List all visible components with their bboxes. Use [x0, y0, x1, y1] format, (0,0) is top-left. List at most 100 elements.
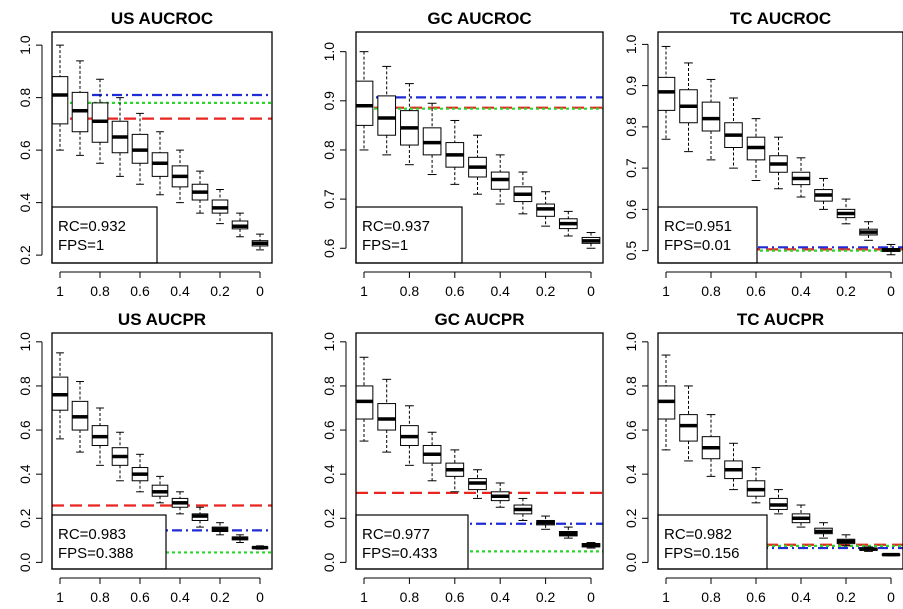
x-tick-label: 0.8 [701, 283, 721, 299]
panel-title: TC AUCPR [737, 310, 824, 329]
fps-value: FPS=0.156 [664, 545, 739, 562]
x-tick-label: 1 [56, 589, 64, 605]
panel-5: GC AUCPR RC=0.977 FPS=0.433 0.0 0.2 0.4 0.6 0.8… [321, 310, 604, 605]
y-tick-label: 0.8 [321, 140, 337, 160]
plot-frame [355, 332, 604, 570]
y-tick-label: 0.2 [17, 245, 33, 265]
x-tick-label: 1 [662, 589, 670, 605]
box-0 [251, 233, 269, 251]
panel-title: GC AUCROC [427, 9, 531, 28]
iqr-box [679, 414, 698, 442]
box-0.5 [151, 475, 169, 504]
y-tick-label: 0.6 [17, 140, 33, 160]
box-0.8 [701, 414, 721, 477]
box-0 [581, 542, 601, 549]
box-1 [356, 356, 374, 442]
y-tick-label: 1.0 [623, 332, 639, 352]
x-tick-label: 0.4 [490, 283, 510, 299]
y-tick-label: 0.6 [623, 420, 639, 440]
box-0.9 [679, 62, 698, 153]
box-0.4 [791, 504, 811, 528]
box-0.5 [468, 134, 487, 195]
x-tick-label: 0 [256, 283, 264, 299]
box-0.6 [445, 449, 465, 493]
box-0.9 [377, 378, 397, 453]
x-tick-label: 0.2 [210, 283, 230, 299]
x-tick-label: 0.2 [210, 589, 230, 605]
box-0.8 [701, 78, 721, 161]
box-0 [881, 243, 901, 256]
y-tick-label: 0.9 [321, 91, 337, 111]
box-1 [658, 45, 676, 140]
box-0 [251, 545, 269, 550]
x-tick-label: 0.4 [490, 589, 510, 605]
x-tick-label: 0.8 [400, 283, 420, 299]
box-0.7 [111, 97, 129, 177]
box-0.6 [746, 118, 766, 181]
x-tick-label: 0.8 [701, 589, 721, 605]
fps-value: FPS=0.388 [58, 545, 133, 562]
box-0.3 [191, 506, 209, 528]
plot-frame [51, 332, 273, 570]
y-tick-label: 0.8 [17, 88, 33, 108]
box-0.2 [836, 198, 856, 225]
box-0.3 [814, 177, 833, 210]
box-0.2 [211, 522, 229, 536]
panel-title: US AUCROC [111, 9, 213, 28]
box-0.9 [71, 60, 89, 156]
x-tick-label: 0.8 [400, 589, 420, 605]
x-tick-label: 0.4 [170, 283, 190, 299]
box-1 [658, 354, 676, 451]
box-0.6 [131, 453, 149, 493]
box-0.3 [814, 522, 833, 539]
iqr-box [52, 76, 69, 125]
y-tick-label: 0.4 [321, 464, 337, 484]
plot-frame [51, 31, 273, 264]
plot-area [52, 44, 272, 251]
rc-value: RC=0.982 [664, 526, 732, 543]
x-tick-label: 0.2 [536, 589, 556, 605]
box-0.6 [131, 112, 149, 185]
x-tick-label: 0.6 [130, 589, 150, 605]
box-1 [52, 352, 69, 440]
y-tick-label: 0.0 [321, 552, 337, 572]
box-0.5 [769, 489, 788, 515]
y-tick-label: 0.2 [321, 508, 337, 528]
y-tick-label: 0.8 [17, 376, 33, 396]
y-tick-label: 1.0 [623, 34, 639, 54]
x-tick-label: 1 [360, 589, 368, 605]
x-tick-label: 0.6 [445, 589, 465, 605]
plot-area [356, 356, 603, 553]
y-tick-label: 0.6 [17, 420, 33, 440]
box-0.1 [231, 534, 249, 544]
y-tick-label: 0.5 [623, 241, 639, 261]
box-0.8 [400, 405, 419, 466]
y-tick-label: 0.6 [321, 238, 337, 258]
box-0.8 [400, 83, 419, 166]
fps-value: FPS=0.01 [664, 237, 731, 254]
box-1 [356, 51, 374, 151]
panel-title: GC AUCPR [434, 310, 524, 329]
box-0.6 [445, 119, 465, 185]
y-tick-label: 0.4 [17, 193, 33, 213]
annotation-box: RC=0.983 FPS=0.388 [51, 514, 167, 570]
panel-3: TC AUCROC RC=0.951 FPS=0.01 0.5 0.6 0.7 0.8 0.9… [623, 9, 903, 299]
box-0.7 [724, 97, 743, 169]
iqr-box [356, 80, 374, 126]
box-0.1 [558, 210, 578, 237]
x-tick-label: 1 [662, 283, 670, 299]
box-0.8 [91, 407, 109, 466]
x-tick-label: 0.2 [836, 589, 856, 605]
box-0 [581, 232, 601, 249]
box-0.2 [836, 534, 856, 547]
annotation-box: RC=0.977 FPS=0.433 [355, 514, 469, 570]
y-tick-label: 0.2 [623, 508, 639, 528]
box-0.8 [91, 78, 109, 164]
panel-2: GC AUCROC RC=0.937 FPS=1 0.6 0.7 0.8 0.9 1.0 1 0.… [321, 9, 604, 299]
x-tick-label: 0.6 [746, 589, 766, 605]
y-tick-label: 0.2 [17, 508, 33, 528]
iqr-box [701, 101, 721, 132]
rc-value: RC=0.977 [362, 526, 430, 543]
box-0.3 [513, 497, 533, 521]
